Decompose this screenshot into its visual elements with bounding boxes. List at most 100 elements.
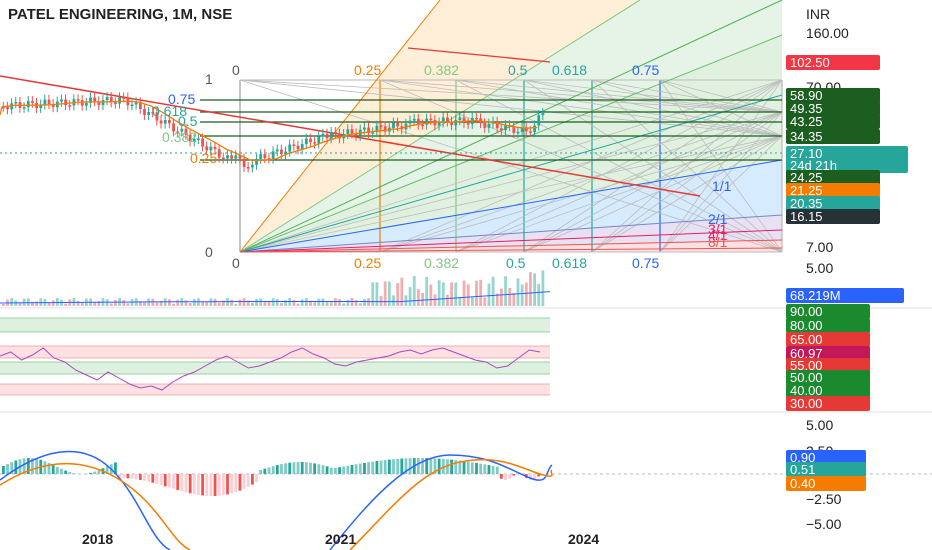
candle-body [89,97,92,103]
macd-histogram-bar [259,470,263,474]
volume-bar [475,280,478,306]
badge-bg [786,476,866,491]
volume-bar [122,300,126,306]
volume-bar [130,299,134,306]
candle-body [39,104,43,109]
badge-bg [786,196,880,211]
badge-bg [786,170,880,185]
macd-histogram-bar [458,460,462,474]
price-tick-7: 7.00 [806,239,833,255]
candle-body [197,138,200,140]
volume-bar [342,303,346,306]
volume-bar [537,283,541,306]
macd-histogram-bar [371,461,375,474]
macd-histogram-bar [313,463,317,474]
macd-histogram-bar [47,462,51,474]
macd-histogram-bar [400,458,404,474]
badge-text: 60.97 [790,346,823,361]
candle-body [101,100,105,106]
badge-text: 50.00 [790,370,823,385]
rsi-band-red [0,346,550,358]
volume-bar [487,283,491,306]
candle-body [14,102,18,104]
candle-body [163,119,167,124]
volume-bar [491,276,495,306]
macd-tick-5: 5.00 [806,417,833,433]
macd-histogram-bar [238,474,242,491]
macd-histogram-bar [93,471,97,474]
gann-diag-line [239,79,783,113]
volume-bar [334,298,337,306]
candle-body [93,97,97,102]
gann-label-8-1: 8/1 [708,234,728,250]
volume-bar [234,303,238,306]
macd-histogram-bar [89,472,92,474]
macd-histogram-bar [267,467,271,474]
volume-bar [417,289,420,306]
macd-histogram-bar [118,474,121,478]
candle-body [64,99,68,106]
badge-bg [786,114,880,129]
macd-histogram-bar [126,474,130,479]
gann-diag-line [455,79,783,113]
gann-diag-line [591,79,783,137]
candle-body [371,132,375,134]
badge-text: 80.00 [790,318,823,333]
candle-body [205,146,209,151]
badge-text: 21.25 [790,183,823,198]
gann-fan-ray [239,94,783,253]
macd-histogram-bar [72,473,76,474]
gann-fan-ray [239,239,783,253]
macd-histogram-bar [317,464,321,474]
macd-histogram-bar [35,458,38,474]
candle-body [462,117,466,124]
price-badge: 20.35 [786,196,880,211]
volume-bar [392,295,395,306]
macd-histogram-bar [147,474,151,482]
macd-histogram-bar [251,474,254,485]
candle-body [76,99,80,101]
macd-histogram-bar [217,474,221,496]
rsi-band-upper [0,318,550,332]
volume-bar [495,293,499,306]
badge-text: 40.00 [790,383,823,398]
volume-bar [109,303,113,306]
candle-body [47,99,51,105]
macd-histogram-bar [234,474,238,493]
badge-bg [786,158,908,173]
macd-histogram-bar [462,461,466,474]
gann-diag-line [523,79,783,137]
candle-body [122,97,126,99]
candle-body [325,133,329,139]
candle-body [524,127,528,132]
macd-histogram-bar [425,458,429,474]
rsi-badge: 55.00 [786,358,870,373]
candle-body [296,145,300,150]
macd-histogram-bar [51,464,55,474]
volume-bar [529,272,532,306]
candle-body [417,118,420,125]
candle-body [184,128,188,135]
macd-histogram-bar [2,466,5,474]
candle-body [155,112,159,121]
macd-histogram-bar [495,466,499,474]
candle-body [263,154,267,159]
gann-fan-ray [239,34,783,253]
macd-histogram-bar [130,474,134,479]
macd-panel [0,450,932,550]
gann-fan-ray [239,247,783,253]
badge-bg [786,146,908,161]
badge-text: 49.35 [790,101,823,116]
macd-histogram-bar [55,466,59,474]
volume-bar [304,298,308,306]
candle-body [396,122,400,127]
candle-body [346,129,350,135]
candle-body [242,158,246,168]
volume-bar [221,300,225,306]
candle-body [392,122,395,129]
volume-bar [441,282,445,306]
gann-diag-line [239,79,783,253]
macd-histogram-bar [213,474,217,496]
rsi-badge: 60.97 [786,346,870,361]
